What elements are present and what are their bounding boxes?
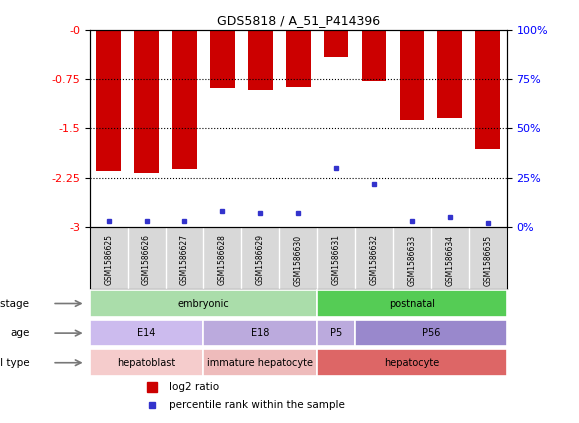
Text: GSM1586632: GSM1586632 (369, 234, 379, 286)
Bar (203, 349, 317, 376)
Bar (438, 30, 462, 118)
Bar (324, 30, 349, 57)
Bar (90, 290, 317, 317)
Bar (96, 30, 121, 171)
Text: log2 ratio: log2 ratio (169, 382, 219, 392)
Bar (400, 30, 424, 121)
Text: hepatocyte: hepatocyte (384, 358, 439, 368)
Text: E18: E18 (251, 328, 269, 338)
Bar (317, 290, 507, 317)
Text: age: age (10, 328, 30, 338)
Bar (317, 349, 507, 376)
Bar (286, 30, 310, 87)
Text: GSM1586629: GSM1586629 (256, 234, 265, 286)
Bar (248, 30, 273, 90)
Text: GSM1586628: GSM1586628 (218, 234, 227, 285)
Text: GSM1586625: GSM1586625 (104, 234, 113, 286)
Bar (203, 320, 317, 346)
Bar (90, 349, 203, 376)
Text: P5: P5 (330, 328, 342, 338)
Bar (355, 320, 507, 346)
Bar (134, 30, 159, 173)
Text: development stage: development stage (0, 299, 30, 308)
Text: embryonic: embryonic (178, 299, 229, 308)
Text: GSM1586635: GSM1586635 (483, 234, 492, 286)
Text: GSM1586630: GSM1586630 (294, 234, 303, 286)
Bar (210, 30, 234, 88)
Text: GSM1586627: GSM1586627 (180, 234, 189, 286)
Text: GSM1586634: GSM1586634 (445, 234, 455, 286)
Bar (475, 30, 500, 149)
Bar (90, 320, 203, 346)
Bar (317, 320, 355, 346)
Text: hepatoblast: hepatoblast (118, 358, 175, 368)
Text: P56: P56 (422, 328, 440, 338)
Title: GDS5818 / A_51_P414396: GDS5818 / A_51_P414396 (217, 14, 380, 27)
Bar (172, 30, 197, 169)
Bar (362, 30, 386, 81)
Text: cell type: cell type (0, 358, 30, 368)
Text: postnatal: postnatal (389, 299, 435, 308)
Text: GSM1586631: GSM1586631 (332, 234, 340, 286)
Text: immature hepatocyte: immature hepatocyte (207, 358, 313, 368)
Text: GSM1586626: GSM1586626 (142, 234, 151, 286)
Text: GSM1586633: GSM1586633 (408, 234, 416, 286)
Text: percentile rank within the sample: percentile rank within the sample (169, 400, 345, 410)
Text: E14: E14 (137, 328, 156, 338)
